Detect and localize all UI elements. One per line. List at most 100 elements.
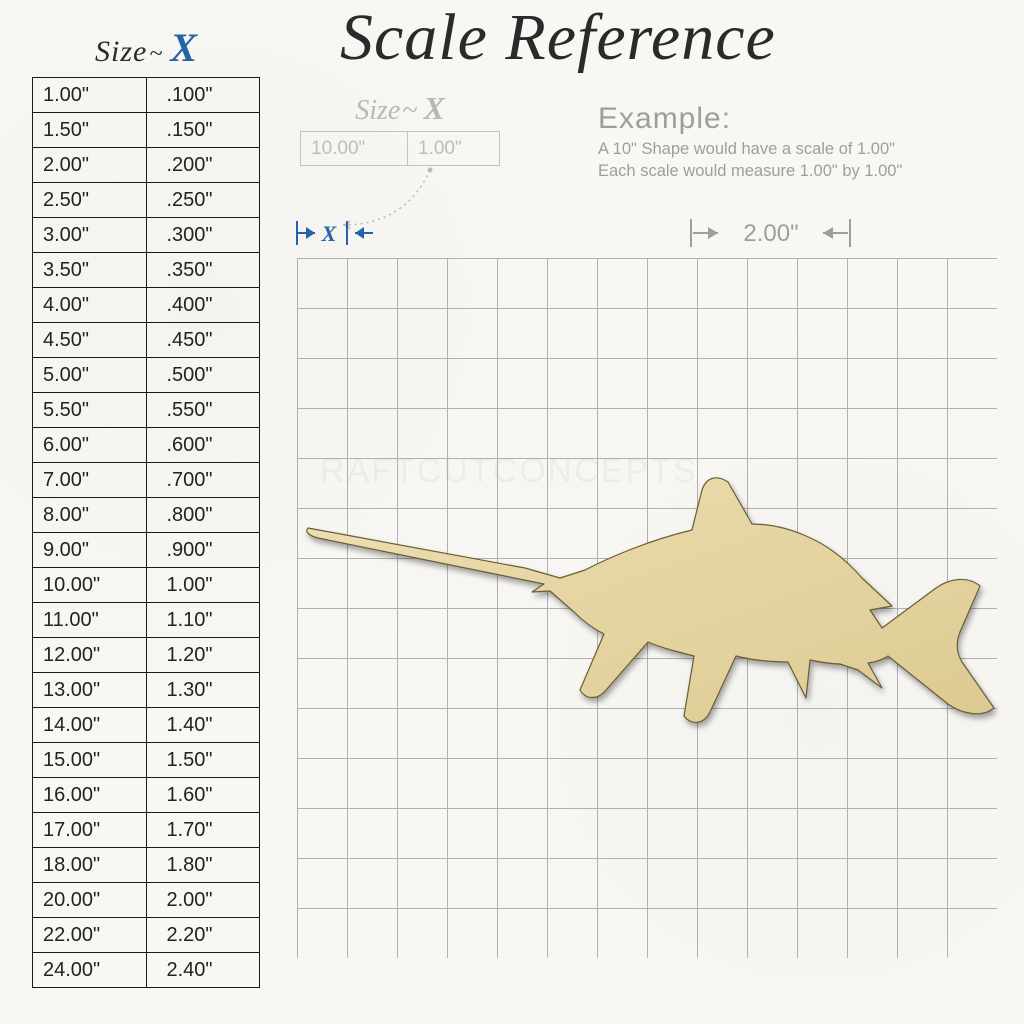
table-row: 24.00"2.40" bbox=[33, 953, 260, 988]
size-cell-right: .200" bbox=[146, 148, 260, 183]
size-cell-left: 10.00" bbox=[33, 568, 147, 603]
table-row: 17.00"1.70" bbox=[33, 813, 260, 848]
example-size-x: X bbox=[423, 90, 444, 126]
example-size-box: Size~X 10.00" 1.00" bbox=[300, 90, 500, 166]
size-cell-right: .900" bbox=[146, 533, 260, 568]
size-cell-left: 17.00" bbox=[33, 813, 147, 848]
size-cell-right: 2.20" bbox=[146, 918, 260, 953]
size-cell-left: 3.50" bbox=[33, 253, 147, 288]
table-row: 7.00".700" bbox=[33, 463, 260, 498]
swordfish-path bbox=[307, 478, 994, 723]
size-cell-left: 8.00" bbox=[33, 498, 147, 533]
size-cell-left: 6.00" bbox=[33, 428, 147, 463]
size-cell-right: 1.60" bbox=[146, 778, 260, 813]
size-cell-left: 2.50" bbox=[33, 183, 147, 218]
size-cell-left: 15.00" bbox=[33, 743, 147, 778]
size-cell-right: 2.00" bbox=[146, 883, 260, 918]
size-table-header-x: X bbox=[170, 25, 197, 70]
size-cell-right: .450" bbox=[146, 323, 260, 358]
table-row: 20.00"2.00" bbox=[33, 883, 260, 918]
example-line-1: A 10" Shape would have a scale of 1.00" bbox=[598, 138, 998, 160]
size-cell-right: .800" bbox=[146, 498, 260, 533]
page-title: Scale Reference bbox=[340, 0, 776, 76]
size-cell-left: 18.00" bbox=[33, 848, 147, 883]
size-cell-left: 14.00" bbox=[33, 708, 147, 743]
table-row: 3.00".300" bbox=[33, 218, 260, 253]
example-text-block: Example: A 10" Shape would have a scale … bbox=[598, 102, 998, 183]
size-cell-right: .550" bbox=[146, 393, 260, 428]
table-row: 4.00".400" bbox=[33, 288, 260, 323]
table-row: 8.00".800" bbox=[33, 498, 260, 533]
table-row: 22.00"2.20" bbox=[33, 918, 260, 953]
size-cell-right: .100" bbox=[146, 78, 260, 113]
size-table-body: 1.00".100"1.50".150"2.00".200"2.50".250"… bbox=[32, 77, 260, 988]
table-row: 10.00" 1.00" bbox=[301, 132, 500, 166]
size-cell-left: 7.00" bbox=[33, 463, 147, 498]
dimension-x-label: X bbox=[321, 221, 338, 246]
size-cell-right: .700" bbox=[146, 463, 260, 498]
size-cell-right: 2.40" bbox=[146, 953, 260, 988]
size-cell-left: 9.00" bbox=[33, 533, 147, 568]
dimension-2-indicator: 2.00" bbox=[683, 213, 873, 253]
table-row: 12.00"1.20" bbox=[33, 638, 260, 673]
size-cell-right: .300" bbox=[146, 218, 260, 253]
table-row: 15.00"1.50" bbox=[33, 743, 260, 778]
table-row: 2.50".250" bbox=[33, 183, 260, 218]
size-table-header-sep: ~ bbox=[149, 41, 162, 67]
size-cell-right: .400" bbox=[146, 288, 260, 323]
size-cell-left: 4.50" bbox=[33, 323, 147, 358]
size-table-header-label: Size bbox=[95, 35, 147, 68]
size-cell-left: 12.00" bbox=[33, 638, 147, 673]
table-row: 2.00".200" bbox=[33, 148, 260, 183]
size-table-header: Size~ X bbox=[32, 24, 260, 71]
size-cell-left: 20.00" bbox=[33, 883, 147, 918]
table-row: 3.50".350" bbox=[33, 253, 260, 288]
example-size-label: Size bbox=[355, 95, 400, 126]
size-cell-right: .500" bbox=[146, 358, 260, 393]
dimension-2-label: 2.00" bbox=[743, 220, 798, 247]
example-title: Example: bbox=[598, 102, 998, 136]
example-size-box-header: Size~X bbox=[300, 90, 500, 127]
table-row: 11.00"1.10" bbox=[33, 603, 260, 638]
size-cell-left: 22.00" bbox=[33, 918, 147, 953]
size-cell-right: 1.50" bbox=[146, 743, 260, 778]
table-row: 5.00".500" bbox=[33, 358, 260, 393]
example-size-table: 10.00" 1.00" bbox=[300, 131, 500, 166]
size-cell-right: 1.80" bbox=[146, 848, 260, 883]
size-cell-left: 16.00" bbox=[33, 778, 147, 813]
swordfish-shape bbox=[300, 460, 995, 760]
size-cell-right: 1.00" bbox=[146, 568, 260, 603]
table-row: 16.00"1.60" bbox=[33, 778, 260, 813]
dimension-x-indicator: X bbox=[285, 213, 395, 253]
size-cell-right: .150" bbox=[146, 113, 260, 148]
size-cell-right: 1.30" bbox=[146, 673, 260, 708]
size-cell-right: .600" bbox=[146, 428, 260, 463]
example-size-sep: ~ bbox=[402, 95, 417, 126]
size-cell-left: 11.00" bbox=[33, 603, 147, 638]
size-cell-left: 1.00" bbox=[33, 78, 147, 113]
size-cell-left: 5.50" bbox=[33, 393, 147, 428]
table-row: 6.00".600" bbox=[33, 428, 260, 463]
example-size-cell-left: 10.00" bbox=[301, 132, 408, 166]
size-cell-right: 1.20" bbox=[146, 638, 260, 673]
table-row: 1.50".150" bbox=[33, 113, 260, 148]
size-cell-left: 1.50" bbox=[33, 113, 147, 148]
size-cell-right: .250" bbox=[146, 183, 260, 218]
table-row: 9.00".900" bbox=[33, 533, 260, 568]
example-line-2: Each scale would measure 1.00" by 1.00" bbox=[598, 160, 998, 182]
size-cell-right: 1.70" bbox=[146, 813, 260, 848]
table-row: 4.50".450" bbox=[33, 323, 260, 358]
size-cell-left: 24.00" bbox=[33, 953, 147, 988]
table-row: 14.00"1.40" bbox=[33, 708, 260, 743]
size-cell-left: 3.00" bbox=[33, 218, 147, 253]
table-row: 5.50".550" bbox=[33, 393, 260, 428]
size-cell-left: 2.00" bbox=[33, 148, 147, 183]
example-size-cell-right: 1.00" bbox=[408, 132, 500, 166]
size-cell-left: 5.00" bbox=[33, 358, 147, 393]
size-cell-left: 13.00" bbox=[33, 673, 147, 708]
size-cell-left: 4.00" bbox=[33, 288, 147, 323]
table-row: 10.00"1.00" bbox=[33, 568, 260, 603]
size-cell-right: 1.40" bbox=[146, 708, 260, 743]
size-cell-right: 1.10" bbox=[146, 603, 260, 638]
table-row: 1.00".100" bbox=[33, 78, 260, 113]
